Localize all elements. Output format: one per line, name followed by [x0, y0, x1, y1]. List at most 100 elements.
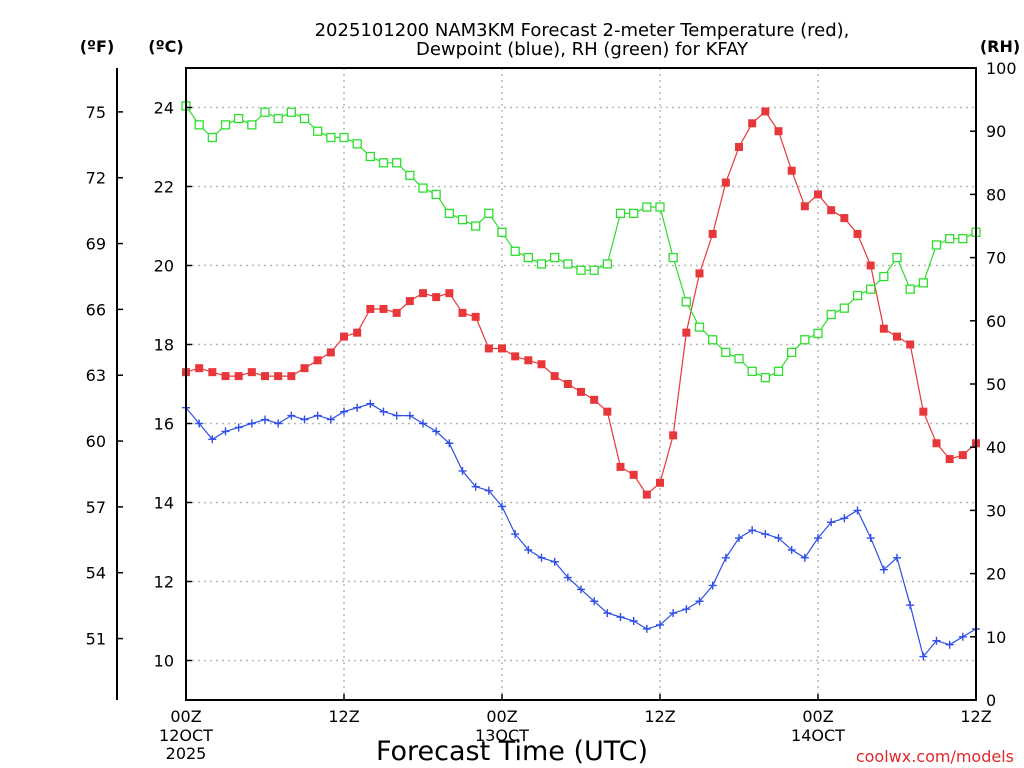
- 2-meter-temperature-point: [682, 328, 691, 337]
- 2-meter-temperature-point: [590, 395, 599, 404]
- rh-point: [405, 170, 415, 181]
- celsius-tick-label: 16: [154, 415, 174, 434]
- rh-point: [747, 366, 757, 377]
- fahrenheit-unit-label: (ºF): [80, 37, 115, 56]
- rh-point: [787, 347, 797, 358]
- rh-point: [365, 151, 375, 162]
- rh-point: [694, 322, 705, 332]
- 2-meter-temperature-point: [208, 368, 217, 377]
- celsius-tick-label: 18: [154, 336, 174, 355]
- rh-point: [247, 120, 257, 130]
- rh-point: [945, 233, 955, 244]
- rh-point: [892, 252, 902, 263]
- rh-point: [958, 233, 968, 244]
- rh-point: [734, 354, 744, 364]
- dewpoint-point: [445, 439, 454, 448]
- 2-meter-temperature-point: [958, 451, 967, 460]
- rh-point: [194, 120, 204, 130]
- 2-meter-temperature-line: [185, 110, 977, 496]
- rh-tick-label: 80: [986, 185, 1006, 204]
- dewpoint-point: [853, 506, 862, 515]
- series-layer: [181, 101, 981, 661]
- 2-meter-temperature-point: [642, 490, 651, 499]
- dewpoint-point: [656, 620, 664, 629]
- rh-point: [879, 271, 889, 282]
- 2-meter-temperature-point: [537, 360, 546, 369]
- chart-title-line-1: 2025101200 NAM3KM Forecast 2-meter Tempe…: [315, 20, 850, 41]
- rh-point: [471, 221, 481, 231]
- dewpoint-point: [893, 553, 901, 562]
- x-tick-label: 00Z: [802, 707, 833, 726]
- dewpoint-point: [748, 526, 757, 535]
- dewpoint-point: [274, 419, 283, 428]
- rh-point: [629, 208, 639, 219]
- 2-meter-temperature-point: [287, 372, 296, 381]
- credit-link[interactable]: coolwx.com/models: [856, 747, 1014, 766]
- dewpoint-point: [537, 553, 546, 562]
- dewpoint-point: [866, 534, 875, 543]
- 2-meter-temperature-point: [919, 407, 928, 416]
- rh-point: [760, 373, 770, 383]
- 2-meter-temperature-point: [945, 455, 954, 464]
- dewpoint-point: [603, 609, 612, 618]
- 2-meter-temperature-point: [432, 293, 441, 302]
- 2-meter-temperature-point: [195, 364, 204, 373]
- 2-meter-temperature-point: [471, 312, 480, 321]
- 2-meter-temperature-point: [893, 332, 901, 341]
- rh-point: [721, 347, 731, 358]
- x-tick-label: 12Z: [644, 707, 675, 726]
- rh-line: [185, 105, 977, 379]
- dewpoint-point: [577, 585, 585, 594]
- dewpoint-point: [958, 632, 967, 641]
- rh-point: [326, 132, 336, 143]
- x-axis-title: Forecast Time (UTC): [376, 736, 648, 767]
- 2-meter-temperature-point: [221, 372, 230, 381]
- 2-meter-temperature-point: [498, 344, 506, 353]
- rh-point: [655, 202, 665, 212]
- 2-meter-temperature-point: [616, 462, 625, 471]
- dewpoint-point: [761, 530, 770, 539]
- rh-point: [602, 259, 612, 269]
- rh-point: [339, 132, 349, 143]
- dewpoint-point: [471, 482, 480, 491]
- 2-meter-temperature-point: [800, 202, 809, 211]
- rh-point: [589, 265, 599, 275]
- rh-tick-label: 40: [986, 438, 1006, 457]
- 2-meter-temperature-point: [906, 340, 915, 349]
- rh-point: [931, 240, 942, 250]
- rh-tick-label: 30: [986, 501, 1006, 520]
- dewpoint-point: [221, 427, 230, 436]
- 2-meter-temperature-point: [300, 364, 309, 373]
- dewpoint-point: [261, 415, 269, 424]
- rh-point: [234, 113, 244, 124]
- dewpoint-point: [919, 652, 928, 661]
- dewpoint-point: [392, 411, 401, 420]
- x-tick-label: 00Z: [170, 707, 201, 726]
- rh-point: [418, 183, 428, 193]
- 2-meter-temperature-point: [629, 470, 638, 479]
- 2-meter-temperature-point: [563, 380, 572, 388]
- dewpoint-point: [840, 514, 849, 523]
- 2-meter-temperature-point: [603, 407, 612, 416]
- 2-meter-temperature-point: [708, 229, 717, 238]
- 2-meter-temperature-point: [458, 308, 467, 317]
- rh-point: [708, 335, 718, 345]
- 2-meter-temperature-point: [814, 190, 822, 199]
- x-tick-date: 12OCT: [159, 726, 213, 745]
- dewpoint-point: [405, 411, 414, 420]
- celsius-tick-label: 14: [154, 494, 174, 513]
- 2-meter-temperature-point: [787, 166, 796, 175]
- rh-tick-label: 50: [986, 375, 1006, 394]
- 2-meter-temperature-point: [261, 372, 269, 381]
- dewpoint-point: [800, 553, 809, 562]
- 2-meter-temperature-point: [340, 332, 348, 341]
- 2-meter-temperature-point: [313, 356, 322, 365]
- rh-point: [839, 303, 849, 313]
- rh-point: [813, 328, 823, 339]
- 2-meter-temperature-point: [721, 178, 730, 187]
- dewpoint-point: [419, 419, 427, 428]
- 2-meter-temperature-point: [445, 289, 454, 298]
- rh-point: [536, 259, 547, 269]
- 2-meter-temperature-point: [326, 348, 335, 357]
- dewpoint-point: [682, 605, 691, 614]
